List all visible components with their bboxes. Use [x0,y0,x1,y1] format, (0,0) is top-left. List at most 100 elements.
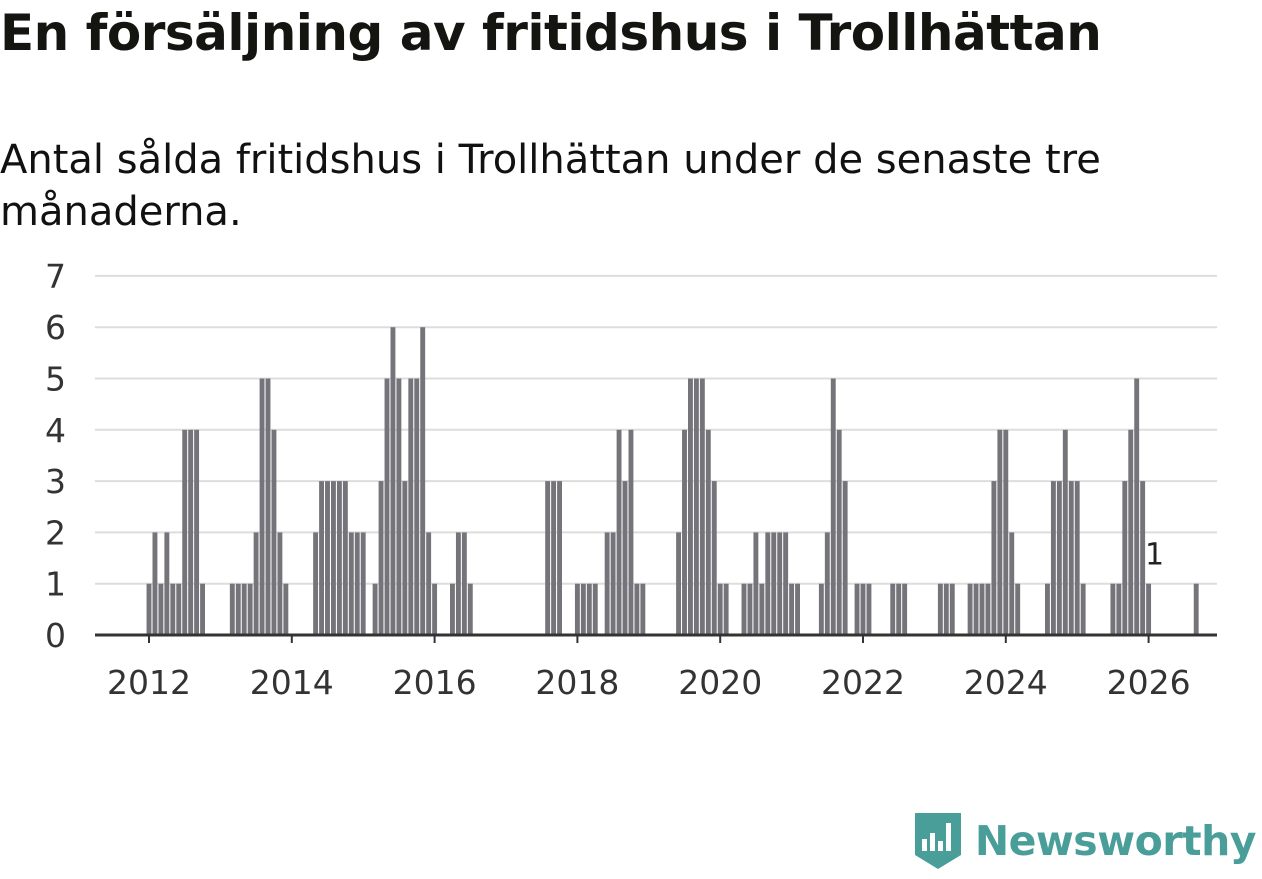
bar [640,583,646,635]
bar [860,583,866,635]
bar [753,532,759,635]
bar [229,583,235,635]
bar [253,532,259,635]
bar [723,583,729,635]
bar [777,532,783,635]
bar [759,583,765,635]
bar [342,481,348,635]
bar [997,429,1003,635]
bar [426,532,432,635]
x-tick-label: 2026 [1107,663,1191,700]
bar [592,583,598,635]
x-tick-label: 2020 [678,663,762,700]
bar [432,583,438,635]
newsworthy-brand: Newsworthy [913,811,1257,871]
bar [985,583,991,635]
bar [259,378,265,635]
bar [836,429,842,635]
chart-title: En försäljning av fritidshus i Trollhätt… [0,4,1102,62]
bar [574,583,580,635]
bar [854,583,860,635]
bar [1074,481,1080,635]
bar [1193,583,1199,635]
y-tick-label: 7 [45,257,66,296]
bar [235,583,241,635]
bar [628,429,634,635]
bar [319,481,324,635]
bar [176,583,182,635]
bar [313,532,319,635]
bar [164,532,170,635]
bar [705,429,711,635]
bar [610,532,616,635]
bar [688,378,693,635]
bar [1110,583,1116,635]
bar [378,481,384,635]
bar [1134,378,1140,635]
bar [396,378,402,635]
bar [818,583,824,635]
bar [711,481,717,635]
bar [372,583,378,635]
x-tick-label: 2016 [393,663,477,700]
bar [152,532,158,635]
bar [450,583,455,635]
bar [408,378,414,635]
highlight-data-label: 1 [1145,538,1164,573]
bar [1080,583,1086,635]
bar [336,481,342,635]
bar [586,583,592,635]
x-tick-label: 2024 [964,663,1048,700]
bar [741,583,747,635]
bar [402,481,408,635]
bar [325,481,330,635]
bar [545,481,551,635]
newsworthy-logo-icon [914,813,961,869]
bar [634,583,640,635]
bar [616,429,622,635]
y-tick-label: 5 [45,360,66,399]
bar [247,583,253,635]
bar [1062,429,1068,635]
bar [265,378,271,635]
bar [277,532,283,635]
bar [937,583,943,635]
bar [1128,429,1134,635]
chart-subtitle: Antal sålda fritidshus i Trollhättan und… [0,137,1101,235]
bar [1015,583,1021,635]
bar [283,583,289,635]
bar [890,583,896,635]
bar [200,583,205,635]
bar [973,583,979,635]
bar [902,583,908,635]
x-tick-label: 2018 [535,663,619,700]
bar [949,583,955,635]
bar [676,532,681,635]
bar [991,481,997,635]
bar [188,429,194,635]
bar [271,429,277,635]
y-tick-label: 4 [45,411,66,450]
bar [331,481,336,635]
y-tick-label: 0 [45,616,66,655]
bar [789,583,795,635]
bar [414,378,420,635]
bar [1116,583,1122,635]
bar [1003,429,1009,635]
bar [551,481,557,635]
bar [194,429,200,635]
bar [771,532,777,635]
bar [765,532,771,635]
bar [420,327,426,635]
bar [146,583,152,635]
bar [896,583,902,635]
bar [1122,481,1128,635]
bar [604,532,610,635]
bar [1009,532,1015,635]
bar [360,532,366,635]
bar [747,583,753,635]
bar [455,532,461,635]
bar [622,481,628,635]
y-tick-label: 6 [45,308,66,347]
bar [241,583,247,635]
